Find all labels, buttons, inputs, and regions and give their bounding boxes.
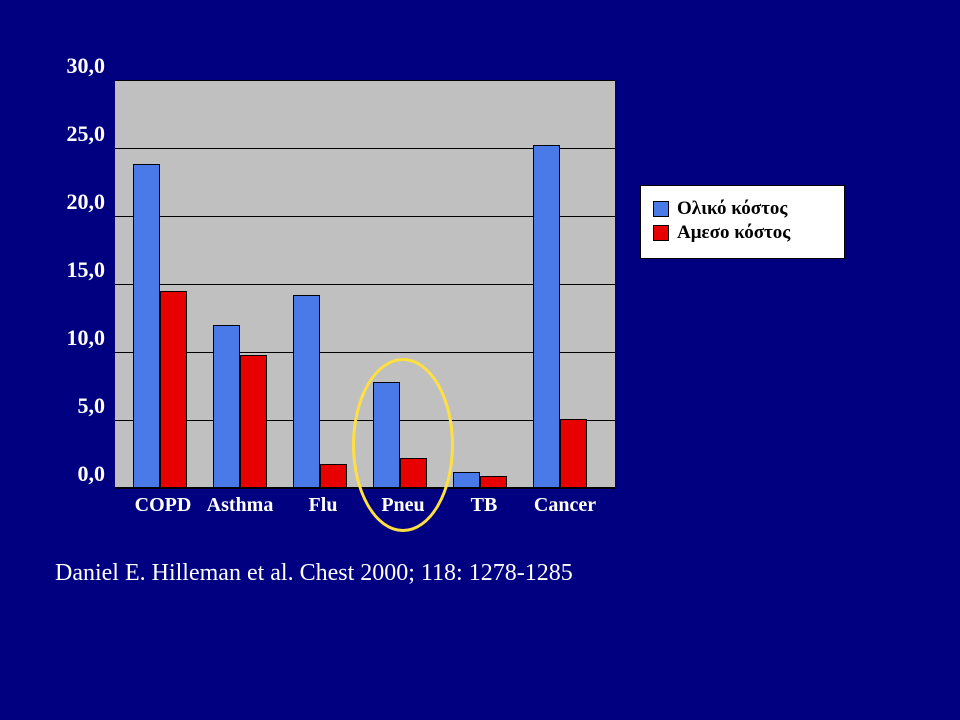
bar-chart: 0,0 5,0 10,0 15,0 20,0 25,0 30,0 (55, 80, 615, 490)
xlabel-copd: COPD (128, 494, 198, 517)
ytick-30: 30,0 (67, 53, 106, 79)
bar-cancer-direct (560, 419, 587, 488)
bar-tb-total (453, 472, 480, 488)
ytick-25: 25,0 (67, 121, 106, 147)
xlabel-tb: TB (454, 494, 514, 517)
bar-copd-total (133, 164, 160, 488)
xlabel-flu: Flu (293, 494, 353, 517)
gridline (115, 80, 615, 81)
legend-label: Ολικό κόστος (677, 198, 787, 220)
bar-asthma-direct (240, 355, 267, 488)
legend-item-direct: Αμεσο κόστος (653, 222, 832, 244)
legend: Ολικό κόστος Αμεσο κόστος (640, 185, 845, 259)
citation-text: Daniel E. Hilleman et al. Chest 2000; 11… (55, 560, 573, 587)
bar-flu-direct (320, 464, 347, 488)
slide: 0,0 5,0 10,0 15,0 20,0 25,0 30,0 (0, 0, 960, 720)
xlabel-cancer: Cancer (525, 494, 605, 517)
bar-flu-total (293, 295, 320, 488)
legend-item-total: Ολικό κόστος (653, 198, 832, 220)
ytick-5: 5,0 (78, 393, 106, 419)
ytick-15: 15,0 (67, 257, 106, 283)
legend-swatch-icon (653, 225, 669, 241)
bar-cancer-total (533, 145, 560, 488)
xlabel-asthma: Asthma (200, 494, 280, 517)
bar-asthma-total (213, 325, 240, 488)
legend-label: Αμεσο κόστος (677, 222, 790, 244)
ytick-10: 10,0 (67, 325, 106, 351)
plot-area (115, 80, 615, 488)
legend-swatch-icon (653, 201, 669, 217)
xlabel-pneu: Pneu (368, 494, 438, 517)
bar-tb-direct (480, 476, 507, 488)
bar-copd-direct (160, 291, 187, 488)
ytick-0: 0,0 (78, 461, 106, 487)
y-axis: 0,0 5,0 10,0 15,0 20,0 25,0 30,0 (55, 80, 113, 490)
ytick-20: 20,0 (67, 189, 106, 215)
